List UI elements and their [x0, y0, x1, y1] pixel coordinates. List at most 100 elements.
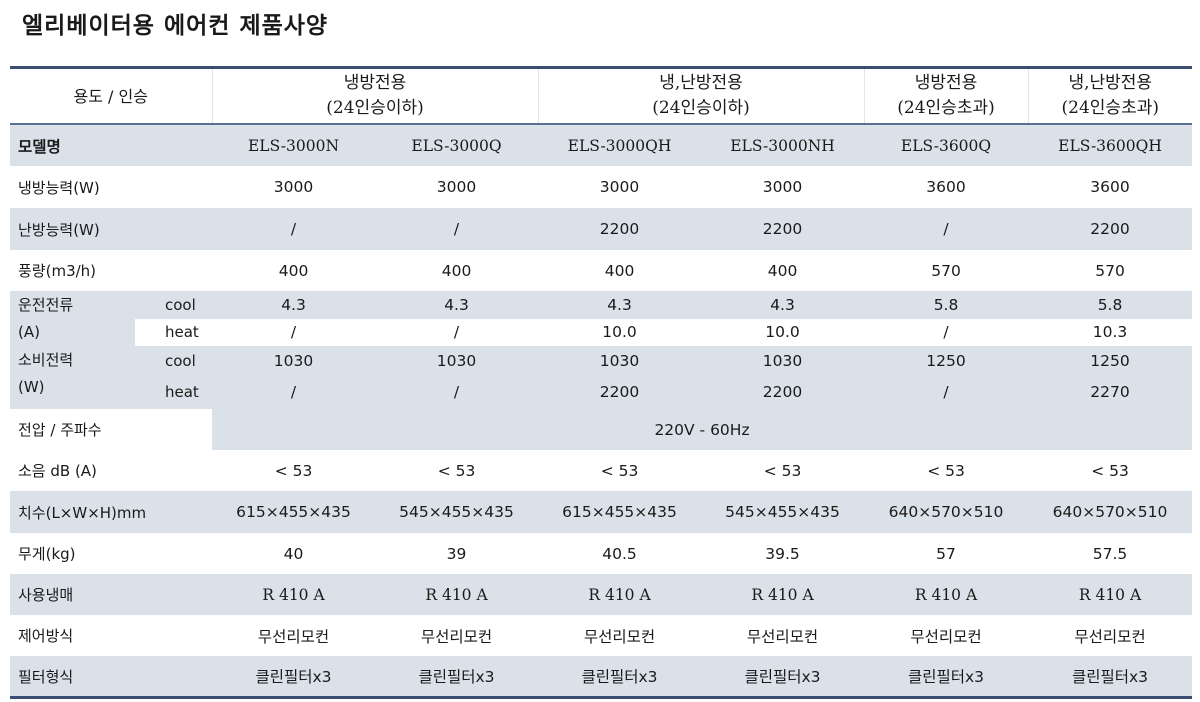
cell: < 53 — [600, 461, 639, 480]
cell: / — [943, 323, 949, 342]
cell: / — [290, 323, 297, 342]
model-name: ELS-3000QH — [538, 124, 702, 166]
cell: 3000 — [762, 178, 803, 196]
cell: < 53 — [437, 461, 476, 480]
group-line2: (24인승이하) — [326, 98, 424, 118]
sub-label: cool — [135, 346, 213, 375]
group-line1: 냉,난방전용 — [659, 73, 743, 93]
cell: 2200 — [701, 375, 865, 409]
cell: 4.3 — [538, 291, 702, 319]
cell: R 410 A — [1028, 574, 1193, 615]
cell: 400 — [604, 261, 635, 280]
row-label: 치수(L×W×H)mm — [10, 491, 213, 533]
cell: 2200 — [701, 208, 865, 250]
cell: 545×455×435 — [375, 491, 539, 533]
model-row: 모델명 ELS-3000N ELS-3000Q ELS-3000QH ELS-3… — [10, 124, 1193, 166]
header-row: 용도 / 인승 냉방전용 (24인승이하) 냉,난방전용 (24인승이하) 냉방전용… — [10, 67, 1193, 125]
model-name: ELS-3600QH — [1028, 124, 1193, 166]
cell: 2200 — [538, 375, 702, 409]
cell: 클린필터x3 — [864, 656, 1029, 698]
weight-row: 무게(kg) 40 39 40.5 39.5 57 57.5 — [10, 533, 1192, 574]
row-label: 모델명 — [10, 124, 213, 166]
cell: 무선리모컨 — [420, 627, 493, 646]
model-name: ELS-3000Q — [375, 124, 539, 166]
cell: < 53 — [274, 461, 313, 480]
cell: / — [864, 375, 1029, 409]
noise-row: 소음 dB (A) < 53 < 53 < 53 < 53 < 53 < 53 — [10, 450, 1192, 491]
cell: 클린필터x3 — [701, 656, 865, 698]
model-name: ELS-3000N — [212, 124, 376, 166]
group-line1: 냉,난방전용 — [1068, 73, 1153, 93]
cell: 570 — [1095, 261, 1125, 280]
group-header: 냉방전용 (24인승초과) — [863, 67, 1029, 125]
cell: 3600 — [1090, 178, 1130, 196]
group-line1: 냉방전용 — [914, 73, 978, 93]
cell: 615×455×435 — [212, 491, 376, 533]
cell: 400 — [441, 261, 472, 280]
row-label: 제어방식 — [18, 627, 74, 645]
cell: 무선리모컨 — [257, 627, 330, 646]
cell: 1030 — [538, 346, 702, 375]
group-line2: (24인승초과) — [897, 98, 995, 118]
sub-label: cool — [135, 291, 213, 319]
cell: 10.0 — [602, 323, 637, 342]
cell: 39.5 — [765, 544, 800, 563]
cell: 1030 — [212, 346, 376, 375]
cell: 3000 — [599, 178, 640, 196]
cell: 클린필터x3 — [1028, 656, 1193, 698]
cell: 무선리모컨 — [910, 627, 982, 646]
cell: / — [212, 208, 376, 250]
header-corner: 용도 / 인승 — [10, 67, 213, 125]
current-heat-row: heat / / 10.0 10.0 / 10.3 — [10, 319, 1192, 347]
cell: 3600 — [926, 178, 966, 196]
cell: / — [212, 375, 376, 409]
cell: 3000 — [273, 178, 314, 196]
cell: / — [453, 323, 460, 342]
cell: R 410 A — [864, 574, 1029, 615]
row-label: 무게(kg) — [18, 545, 76, 563]
cell: 무선리모컨 — [746, 627, 819, 646]
cell: 1250 — [1028, 346, 1193, 375]
cell: 1030 — [375, 346, 539, 375]
cell: 640×570×510 — [864, 491, 1029, 533]
cell: R 410 A — [701, 574, 865, 615]
group-line2: (24인승이하) — [652, 98, 750, 118]
spec-table: 용도 / 인승 냉방전용 (24인승이하) 냉,난방전용 (24인승이하) 냉방전용… — [10, 66, 1193, 699]
cell: 570 — [931, 261, 961, 280]
cell: 4.3 — [375, 291, 539, 319]
cell: 5.8 — [864, 291, 1029, 319]
cell: R 410 A — [212, 574, 376, 615]
row-label: 풍량(m3/h) — [18, 262, 97, 280]
cell: / — [864, 208, 1029, 250]
cell: < 53 — [927, 461, 965, 480]
cell: 클린필터x3 — [212, 656, 376, 698]
row-label: 필터형식 — [10, 656, 213, 698]
cell: 615×455×435 — [538, 491, 702, 533]
cell: 무선리모컨 — [583, 627, 656, 646]
label-line1: 소비전력 — [18, 351, 74, 369]
row-label: 사용냉매 — [10, 574, 213, 615]
cell: 1250 — [864, 346, 1029, 375]
cell: 400 — [767, 261, 798, 280]
group-header: 냉,난방전용 (24인승초과) — [1027, 67, 1193, 125]
row-label: 소음 dB (A) — [18, 462, 97, 480]
cell: 57.5 — [1092, 544, 1128, 563]
row-label: 전압 / 주파수 — [18, 421, 102, 439]
cell: 클린필터x3 — [538, 656, 702, 698]
sub-label: heat — [165, 323, 199, 342]
cell: 40.5 — [602, 544, 637, 563]
cell: 4.3 — [701, 291, 865, 319]
cell: R 410 A — [375, 574, 539, 615]
airflow-row: 풍량(m3/h) 400 400 400 400 570 570 — [10, 250, 1192, 291]
heating-row: 난방능력(W) / / 2200 2200 / 2200 — [10, 208, 1193, 250]
voltage-value: 220V - 60Hz — [212, 409, 1193, 450]
power-cool-row: 소비전력 (W) cool 1030 1030 1030 1030 1250 12… — [10, 346, 1193, 409]
cell: 무선리모컨 — [1074, 627, 1146, 646]
cell: 클린필터x3 — [375, 656, 539, 698]
sub-label: heat — [135, 375, 213, 409]
label-line2: (W) — [18, 378, 45, 396]
model-name: ELS-3000NH — [701, 124, 865, 166]
row-label: 난방능력(W) — [10, 208, 213, 250]
cell: 10.3 — [1092, 323, 1128, 342]
row-label: 소비전력 (W) — [10, 346, 135, 409]
